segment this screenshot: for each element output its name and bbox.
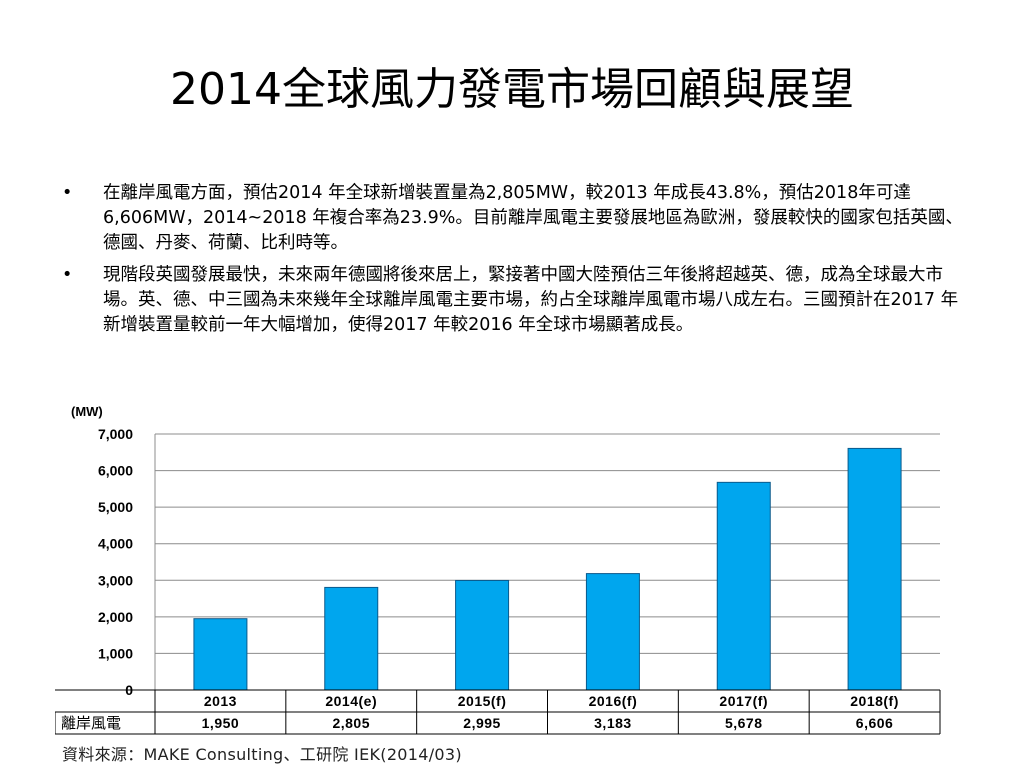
source-note: 資料來源：MAKE Consulting、工研院 IEK(2014/03) [62,745,462,764]
data-value-label: 5,678 [725,715,763,731]
data-value-label: 3,183 [594,715,632,731]
y-tick-label: 3,000 [98,572,133,588]
bar [455,579,510,691]
y-tick-label: 4,000 [98,536,133,552]
bar [585,573,640,691]
x-category-label: 2016(f) [589,693,638,709]
y-tick-label: 1,000 [98,645,133,661]
y-tick-label: 2,000 [98,609,133,625]
slide-title: 2014全球風力發電市場回顧與展望 [170,64,854,115]
data-value-label: 6,606 [856,715,894,731]
data-value-label: 1,950 [202,715,240,731]
y-axis-unit: (MW) [71,404,103,419]
table-row-label: 離岸風電 [61,714,121,732]
x-category-label: 2018(f) [850,693,899,709]
data-table: 離岸風電 2013 1,950 2014(e) 2,805 2015(f) 2,995 201… [54,689,941,735]
bars [193,447,902,691]
x-category-label: 2015(f) [458,693,507,709]
offshore-wind-chart: (MW) 0 1,000 2,000 3,000 4,000 5,000 6,000 7,00… [54,398,955,768]
bullet-text: 現階段英國發展最快，未來兩年德國將後來居上，緊接著中國大陸預估三年後將超越英、德… [103,265,959,335]
x-category-label: 2013 [204,693,237,709]
y-tick-label: 7,000 [98,426,133,442]
bullet-list: • 在離岸風電方面，預估2014 年全球新增裝置量為2,805MW，較2013 … [62,181,967,345]
y-tick-label: 6,000 [98,463,133,479]
x-category-label: 2014(e) [325,693,377,709]
bar-chart-svg: (MW) 01,0002,0003,0004,0005,0006,0007,00… [54,404,941,735]
data-value-label: 2,805 [332,715,370,731]
bar [716,481,771,691]
bar [193,618,248,691]
bullet-item: • 現階段英國發展最快，未來兩年德國將後來居上，緊接著中國大陸預估三年後將超越英… [62,263,967,338]
y-tick-label: 5,000 [98,499,133,515]
bullet-dot-icon: • [62,265,73,285]
data-value-label: 2,995 [463,715,501,731]
bar [324,586,379,691]
bullet-item: • 在離岸風電方面，預估2014 年全球新增裝置量為2,805MW，較2013 … [62,181,967,256]
bullet-dot-icon: • [62,183,73,203]
x-category-label: 2017(f) [719,693,768,709]
bar [847,447,902,691]
bullet-text: 在離岸風電方面，預估2014 年全球新增裝置量為2,805MW，較2013 年成… [103,183,963,253]
gridlines [154,433,940,691]
